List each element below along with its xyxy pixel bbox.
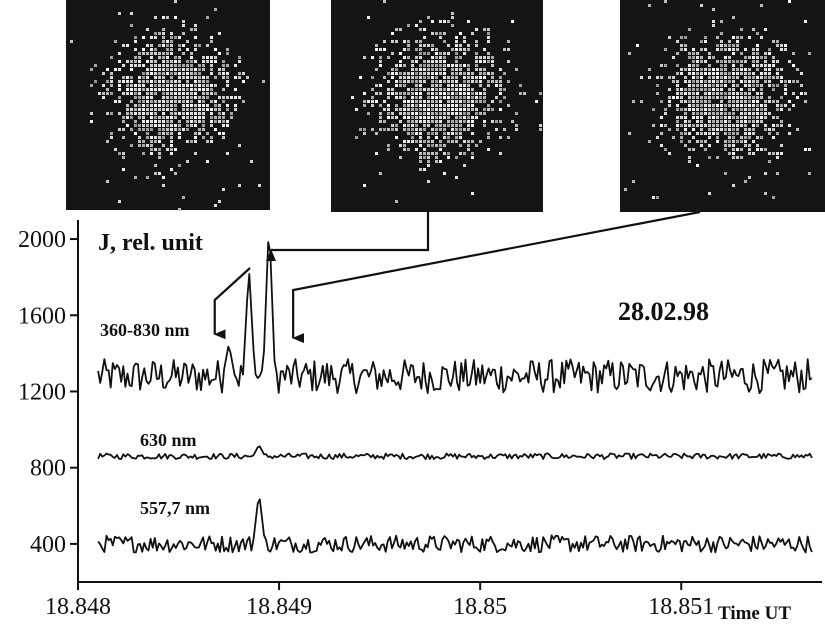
ticks: 2000 1600 1200 800 400 18.848 18.849 18.85 18.85… — [18, 227, 714, 620]
frame-arrows — [213, 210, 701, 344]
x-tick-label: 18.851 — [648, 594, 714, 620]
y-tick-label: 2000 — [18, 227, 66, 253]
axes — [77, 220, 822, 583]
camera-frame — [620, 0, 825, 212]
camera-frame — [66, 0, 270, 211]
series-line — [97, 445, 813, 461]
y-axis-label: J, rel. unit — [98, 230, 203, 256]
x-tick-label: 18.849 — [246, 594, 312, 620]
x-axis-label: Time UT — [718, 603, 791, 624]
y-tick-label: 800 — [30, 456, 66, 482]
series-label-557nm: 557,7 nm — [140, 498, 210, 518]
y-tick-label: 400 — [30, 532, 66, 558]
date-label: 28.02.98 — [618, 297, 709, 326]
series-label-360-830nm: 360-830 nm — [100, 320, 190, 340]
y-tick-label: 1200 — [18, 379, 66, 405]
frame-arrow — [266, 212, 430, 261]
series-line — [97, 241, 813, 395]
y-tick-label: 1600 — [18, 303, 66, 329]
series-line — [97, 498, 813, 554]
camera-frames — [66, 0, 825, 212]
frame-arrow — [213, 267, 251, 340]
frame-arrow — [292, 210, 701, 344]
series-label-630nm: 630 nm — [140, 430, 197, 450]
series — [97, 241, 813, 554]
camera-frame — [331, 0, 543, 212]
x-tick-label: 18.85 — [453, 594, 507, 620]
x-tick-label: 18.848 — [45, 594, 111, 620]
